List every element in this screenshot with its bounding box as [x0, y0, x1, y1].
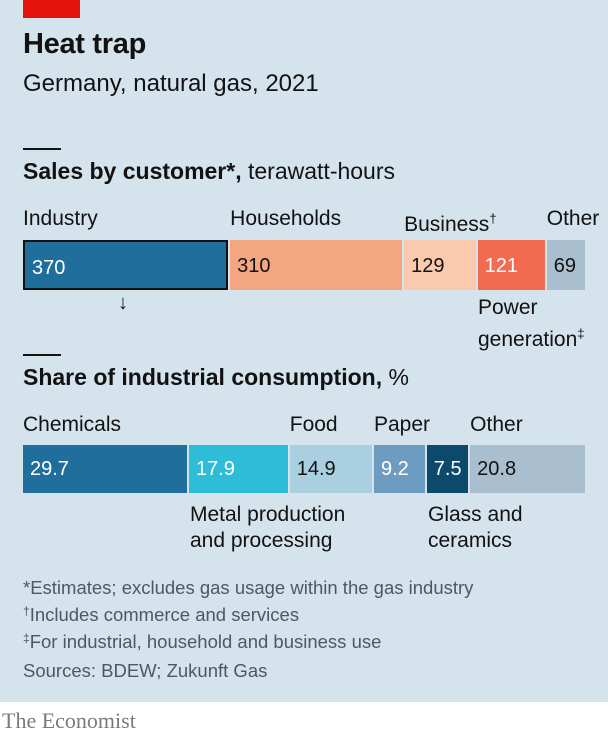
- category-label-text: Paper: [374, 413, 431, 436]
- bar-value-label: 310: [237, 255, 271, 277]
- bar-segment: 69: [546, 240, 585, 290]
- bar-value-label: 9.2: [381, 458, 409, 480]
- chart-panel: [0, 0, 608, 702]
- bar-value-label: 7.5: [433, 458, 462, 480]
- category-label: Other: [470, 412, 523, 438]
- bar-segment: 29.7: [23, 445, 187, 493]
- section-title-bold: Sales by customer*,: [23, 158, 242, 184]
- chart2-label-metal-2: and processing: [190, 528, 332, 554]
- chart2-label-metal-line2: and processing: [190, 529, 333, 552]
- down-arrow-icon: ↓: [118, 292, 128, 314]
- sources: Sources: BDEW; Zukunft Gas: [23, 660, 268, 681]
- section-rule: [23, 148, 61, 150]
- bar-value-label: 69: [553, 255, 576, 277]
- footnote-estimates: *Estimates; excludes gas usage within th…: [23, 577, 474, 598]
- category-label: Chemicals: [23, 412, 121, 438]
- bar-segment: 310: [230, 240, 403, 290]
- chart2-label-metal: Metal production: [190, 502, 345, 528]
- category-label-text: Households: [230, 207, 342, 230]
- section-title-unit: %: [382, 364, 409, 390]
- section-title-sales: Sales by customer*, terawatt-hours: [23, 158, 395, 185]
- chart1-label-power-2: generation‡: [478, 321, 584, 353]
- section-rule: [23, 354, 61, 356]
- chart2-label-glass-line1: Glass and: [428, 503, 523, 526]
- chart2-label-metal-line1: Metal production: [190, 503, 346, 526]
- bar-segment: 9.2: [374, 445, 425, 493]
- footnote-business: †Includes commerce and services: [23, 604, 299, 626]
- bar-segment: 121: [477, 240, 545, 290]
- bar-segment: 7.5: [426, 445, 469, 493]
- category-label-text: Industry: [23, 207, 98, 230]
- bar-value-label: 20.8: [477, 458, 517, 480]
- chart1-label-power-line2: generation: [478, 328, 578, 351]
- category-label: Business†: [404, 206, 496, 238]
- footnote-business-text: Includes commerce and services: [29, 604, 300, 625]
- category-label-text: Chemicals: [23, 413, 122, 436]
- section-title-unit: terawatt-hours: [241, 158, 396, 184]
- section-title-bold: Share of industrial consumption,: [23, 364, 383, 390]
- bar-segment: 20.8: [470, 445, 585, 493]
- bar-value-label: 29.7: [30, 458, 69, 480]
- bar-segment: 129: [404, 240, 476, 290]
- double-dagger-mark: ‡: [23, 631, 30, 645]
- footnote-power: ‡For industrial, household and business …: [23, 631, 381, 653]
- chart1-label-power-line1: Power: [478, 296, 538, 319]
- chart2-stacked-bar: 29.7 17.9 14.9 9.2 7.5 20.8: [23, 445, 585, 493]
- bar-segment: 17.9: [188, 445, 288, 493]
- footnote-power-text: For industrial, household and business u…: [29, 631, 382, 652]
- chart2-label-glass-2: ceramics: [428, 528, 512, 554]
- category-label-text: Other: [546, 207, 600, 230]
- category-label-text: Food: [289, 413, 338, 436]
- section-title-industrial: Share of industrial consumption, %: [23, 364, 409, 391]
- chart2-label-glass: Glass and: [428, 502, 523, 528]
- bar-segment: 370: [23, 240, 229, 290]
- bar-segment: 14.9: [289, 445, 372, 493]
- category-label: Industry: [23, 206, 98, 232]
- brand-logo: The Economist: [2, 708, 136, 733]
- category-label: Food: [290, 412, 338, 438]
- category-label: Paper: [374, 412, 430, 438]
- bar-value-label: 17.9: [195, 458, 235, 480]
- chart2-label-glass-line2: ceramics: [428, 529, 513, 552]
- bar-value-label: 14.9: [296, 458, 336, 480]
- category-label-text: Business: [404, 213, 490, 236]
- double-dagger-mark: ‡: [577, 326, 585, 341]
- brand-red-tag: [23, 0, 80, 18]
- dagger-mark: †: [489, 211, 497, 226]
- chart1-label-power: Power: [478, 295, 538, 321]
- bar-value-label: 129: [411, 255, 445, 277]
- dagger-mark: †: [23, 604, 30, 618]
- bar-value-label: 370: [32, 257, 66, 279]
- category-label-text: Other: [470, 413, 523, 436]
- chart-title: Heat trap: [23, 28, 146, 60]
- category-label: Other: [547, 206, 600, 232]
- chart1-stacked-bar: 370 310 129 121 69: [23, 240, 585, 290]
- chart-subtitle: Germany, natural gas, 2021: [23, 70, 319, 97]
- category-label: Households: [230, 206, 341, 232]
- bar-value-label: 121: [484, 255, 518, 277]
